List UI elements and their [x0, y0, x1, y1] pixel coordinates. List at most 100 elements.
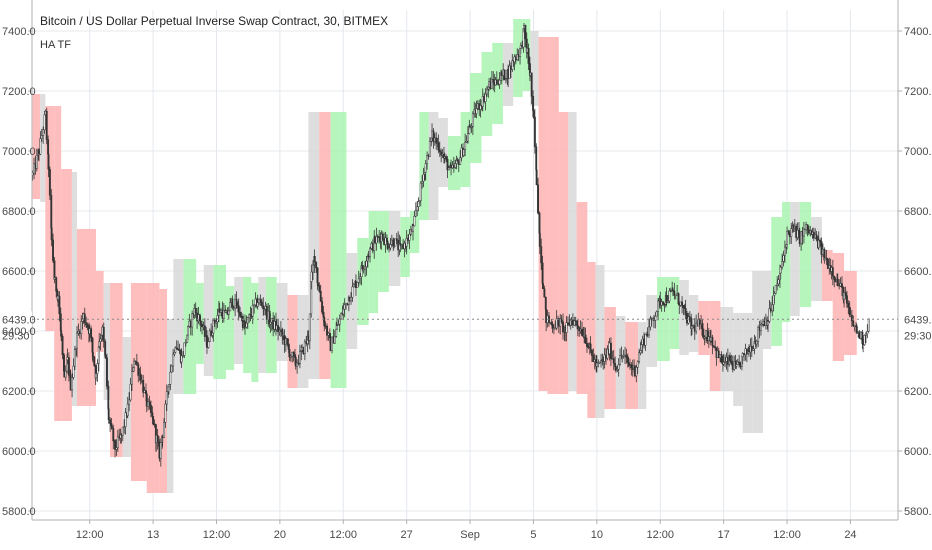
candle-body-187 — [256, 302, 259, 307]
candle-body-84 — [128, 399, 131, 405]
candle-body-403 — [527, 47, 530, 64]
candle-body-65 — [105, 357, 108, 387]
ha-block-64 — [669, 277, 680, 349]
candle-body-107 — [156, 435, 159, 443]
ha-block-12 — [146, 283, 160, 493]
candle-body-457 — [592, 355, 595, 362]
candle-body-600 — [773, 293, 776, 296]
candle-body-352 — [464, 142, 467, 150]
candle-body-50 — [90, 328, 93, 339]
candle-body-412 — [537, 184, 539, 214]
candle-body-608 — [783, 246, 786, 256]
candle-body-456 — [590, 349, 593, 356]
candle-body-406 — [530, 72, 533, 97]
ha-block-76 — [790, 202, 800, 316]
candle-body-293 — [389, 244, 392, 249]
candle-body-190 — [260, 301, 263, 306]
candle-body-29 — [64, 370, 67, 378]
candle-body-425 — [551, 324, 554, 329]
candle-body-409 — [533, 116, 536, 148]
candle-body-210 — [286, 338, 289, 345]
ha-block-33 — [357, 238, 369, 325]
candle-body-662 — [852, 320, 855, 327]
candle-body-650 — [836, 278, 839, 286]
candle-body-351 — [462, 149, 465, 156]
ha-block-36 — [388, 211, 401, 286]
candle-body-95 — [142, 380, 145, 393]
candle-body-322 — [426, 155, 429, 164]
ha-block-74 — [771, 217, 782, 346]
candle-body-665 — [855, 326, 858, 334]
candle-body-16 — [50, 227, 53, 241]
candle-body-170 — [235, 298, 238, 309]
candle-body-613 — [790, 228, 793, 237]
ha-block-25 — [265, 277, 277, 373]
x-tick-label-3: 20 — [274, 529, 286, 541]
candle-body-218 — [296, 362, 299, 367]
candle-body-570 — [735, 364, 738, 367]
candle-body-607 — [782, 255, 785, 262]
candle-body-74 — [115, 447, 118, 450]
candle-body-284 — [378, 236, 381, 238]
ha-block-31 — [330, 112, 347, 388]
candle-body-596 — [768, 308, 771, 322]
candle-body-635 — [817, 240, 820, 248]
candle-body-621 — [800, 231, 803, 245]
candle-body-59 — [99, 338, 102, 342]
candle-body-25 — [60, 330, 63, 337]
ha-block-73 — [762, 271, 772, 349]
candle-body-626 — [806, 224, 809, 231]
candle-body-203 — [277, 325, 280, 333]
ha-block-72 — [752, 271, 763, 433]
candle-body-532 — [687, 316, 690, 324]
candle-body-122 — [174, 347, 177, 353]
ha-block-20 — [225, 286, 235, 370]
candle-body-55 — [95, 373, 97, 379]
candle-body-164 — [227, 310, 230, 315]
candle-body-63 — [104, 341, 107, 356]
last-price-right-box — [899, 311, 932, 342]
x-tick-label-0: 12:00 — [76, 529, 104, 541]
candle-body-254 — [340, 313, 343, 320]
candle-body-273 — [364, 266, 367, 270]
ha-block-61 — [638, 322, 647, 409]
ha-block-62 — [646, 295, 658, 367]
candle-body-91 — [137, 364, 140, 376]
candle-body-527 — [681, 301, 684, 306]
candle-body-451 — [584, 334, 587, 344]
candle-body-32 — [67, 357, 70, 376]
candle-body-234 — [315, 261, 318, 269]
candle-body-250 — [335, 328, 338, 337]
candle-body-114 — [164, 403, 167, 423]
candle-body-407 — [532, 96, 535, 111]
candle-body-487 — [630, 364, 633, 369]
candle-body-51 — [91, 337, 94, 353]
candle-body-103 — [152, 416, 155, 425]
candle-body-374 — [492, 79, 495, 83]
candle-body-11 — [45, 110, 48, 140]
candle-body-262 — [350, 297, 352, 302]
candle-body-417 — [542, 283, 544, 290]
candle-body-658 — [847, 303, 850, 308]
candle-body-333 — [440, 151, 443, 156]
candle-body-657 — [845, 295, 848, 304]
candle-body-274 — [365, 260, 368, 268]
candle-body-257 — [343, 304, 346, 310]
candle-body-583 — [752, 348, 755, 351]
ha-block-77 — [799, 202, 812, 307]
candle-body-17 — [52, 239, 54, 261]
candle-body-215 — [292, 351, 295, 356]
candle-body-552 — [712, 345, 715, 348]
candle-body-247 — [331, 336, 333, 352]
candle-body-475 — [614, 366, 617, 371]
candle-body-541 — [698, 319, 701, 325]
candle-body-610 — [786, 231, 789, 245]
chart-title: Bitcoin / US Dollar Perpetual Inverse Sw… — [40, 14, 388, 28]
candle-body-93 — [139, 373, 142, 381]
candle-body-533 — [688, 316, 691, 319]
x-tick-label-8: 10 — [591, 529, 603, 541]
candle-body-132 — [187, 325, 189, 336]
candle-body-189 — [259, 299, 262, 303]
